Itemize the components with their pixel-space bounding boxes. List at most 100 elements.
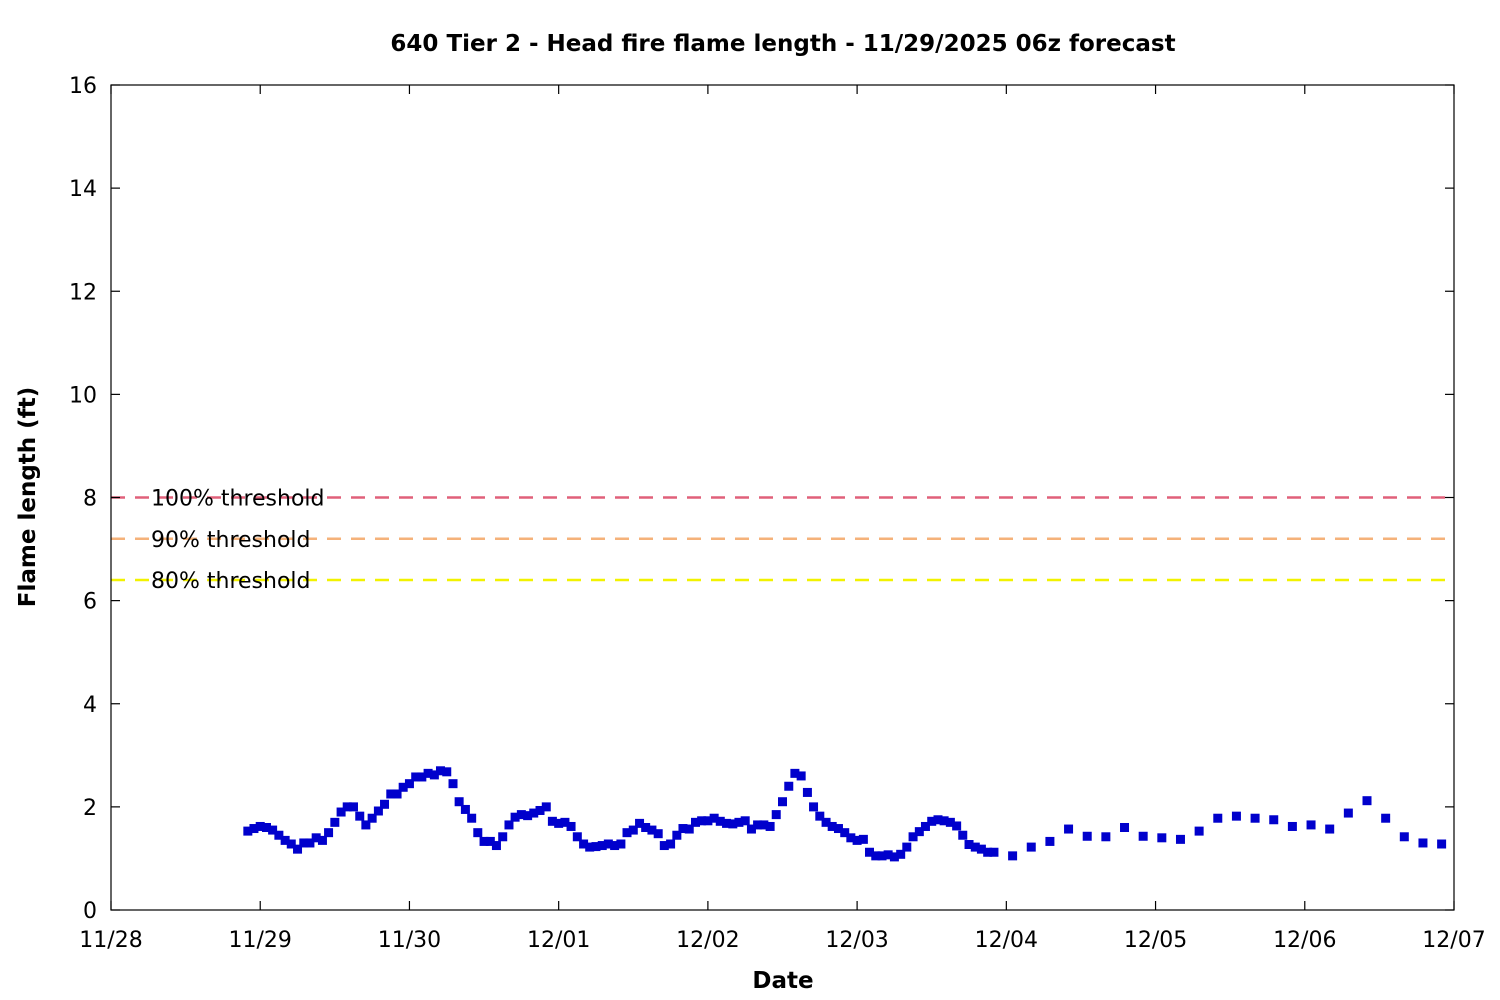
data-point <box>871 851 881 861</box>
threshold-label: 90% threshold <box>151 528 311 553</box>
data-point <box>883 850 893 860</box>
data-point <box>635 818 645 828</box>
data-point <box>1064 824 1074 834</box>
x-tick-label: 12/02 <box>676 928 739 953</box>
threshold-label: 100% threshold <box>151 487 325 512</box>
data-point <box>485 836 495 846</box>
data-point <box>914 827 924 837</box>
data-point <box>1269 815 1279 825</box>
x-tick-label: 12/06 <box>1273 928 1336 953</box>
data-point <box>852 835 862 845</box>
data-point <box>417 772 427 782</box>
data-point <box>348 802 358 812</box>
data-point <box>964 840 974 850</box>
x-axis-ticks: 11/28 11/29 11/30 12/01 12/02 12/03 12/04 12/05… <box>79 85 1486 953</box>
data-point <box>1082 831 1092 841</box>
data-point <box>510 812 520 822</box>
data-point <box>361 820 371 830</box>
data-point <box>479 836 489 846</box>
data-point <box>491 841 501 851</box>
chart-title: 640 Tier 2 - Head fire flame length - 11… <box>390 31 1175 57</box>
y-tick-label: 2 <box>83 796 97 821</box>
data-point <box>274 830 284 840</box>
data-point <box>560 817 570 827</box>
data-point <box>653 829 663 839</box>
data-point <box>740 816 750 826</box>
data-point <box>286 839 296 849</box>
data-point <box>516 810 526 820</box>
data-point <box>902 842 912 852</box>
data-point <box>970 842 980 852</box>
data-point <box>840 828 850 838</box>
data-point <box>846 833 856 843</box>
data-point <box>889 852 899 862</box>
data-point <box>1008 851 1018 861</box>
data-point <box>423 768 433 778</box>
data-point <box>342 802 352 812</box>
data-point <box>1306 820 1316 830</box>
data-point <box>404 779 414 789</box>
data-point <box>392 789 402 799</box>
data-point <box>380 799 390 809</box>
data-point <box>790 768 800 778</box>
data-point <box>498 832 508 842</box>
data-point <box>317 835 327 845</box>
data-point <box>628 825 638 835</box>
x-axis-label: Date <box>752 968 813 994</box>
data-point <box>864 847 874 857</box>
data-point <box>796 771 806 781</box>
data-point <box>448 779 458 789</box>
y-tick-label: 8 <box>83 487 97 512</box>
data-point <box>355 811 365 821</box>
data-point <box>460 804 470 814</box>
data-point <box>821 817 831 827</box>
data-point <box>778 797 787 807</box>
data-point <box>255 821 265 831</box>
y-tick-label: 6 <box>83 590 97 615</box>
data-point <box>734 817 744 827</box>
data-series-points <box>243 766 1447 862</box>
data-point <box>572 832 582 842</box>
y-tick-label: 4 <box>83 693 97 718</box>
data-point <box>597 841 607 851</box>
x-tick-label: 12/01 <box>527 928 590 953</box>
data-point <box>1213 813 1223 823</box>
data-point <box>1287 821 1297 831</box>
data-point <box>610 841 620 851</box>
data-point <box>367 813 377 823</box>
data-point <box>435 766 445 776</box>
threshold-label: 80% threshold <box>151 569 311 594</box>
data-point <box>753 820 763 830</box>
x-tick-label: 11/30 <box>378 928 441 953</box>
data-point <box>678 824 688 834</box>
data-point <box>1325 824 1335 834</box>
x-tick-label: 11/29 <box>229 928 292 953</box>
x-tick-label: 12/05 <box>1124 928 1187 953</box>
data-point <box>261 823 271 832</box>
data-point <box>305 838 315 848</box>
y-axis-label: Flame length (ft) <box>15 387 41 607</box>
data-point <box>541 802 551 812</box>
data-point <box>672 830 682 840</box>
data-point <box>324 828 334 838</box>
x-tick-label: 12/07 <box>1422 928 1485 953</box>
data-point <box>809 802 819 812</box>
data-point <box>927 816 937 826</box>
data-point <box>684 824 694 834</box>
data-point <box>1157 833 1167 843</box>
data-point <box>833 824 843 834</box>
data-point <box>411 772 421 782</box>
data-point <box>641 823 651 832</box>
data-point <box>336 807 346 817</box>
data-point <box>945 817 955 827</box>
data-point <box>1381 813 1391 823</box>
data-point <box>759 820 769 830</box>
data-point <box>1026 842 1036 852</box>
y-tick-label: 0 <box>83 899 97 924</box>
data-point <box>746 824 756 834</box>
data-point <box>771 810 781 820</box>
data-point <box>784 781 794 791</box>
data-point <box>299 838 309 848</box>
data-point <box>268 825 278 835</box>
data-point <box>535 805 545 815</box>
